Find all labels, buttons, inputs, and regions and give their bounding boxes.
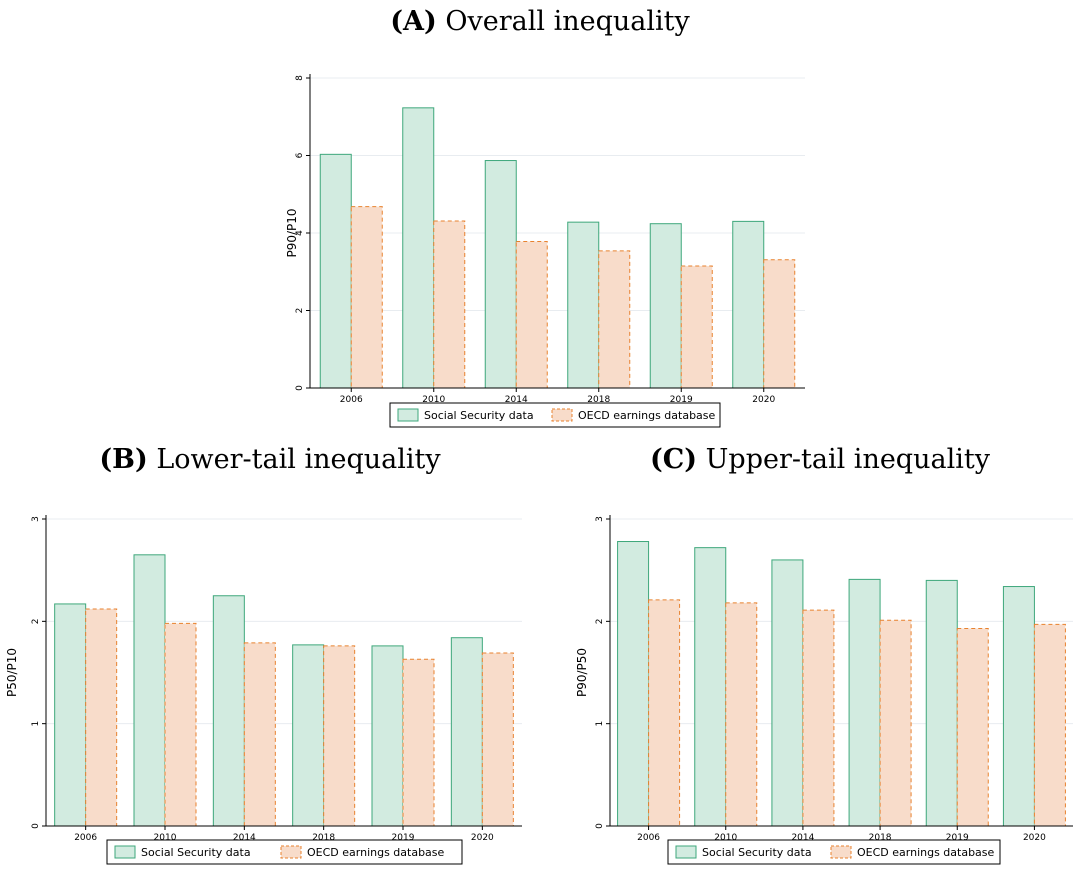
bar-oecd-2020 — [763, 259, 796, 389]
bar-oecd-2020 — [1033, 623, 1066, 827]
panel-c-title-text: Upper-tail inequality — [705, 444, 990, 475]
bar-social-security-2020 — [732, 220, 765, 389]
legend-label-social-security: Social Security data — [424, 409, 534, 422]
bar-oecd-2019 — [402, 658, 435, 827]
bar-oecd-2018 — [879, 619, 912, 827]
x-tick-label-2018: 2018 — [312, 833, 335, 843]
bar-oecd-2019 — [956, 627, 989, 827]
bar-oecd-2006 — [85, 608, 118, 827]
x-tick-label-2020: 2020 — [1023, 833, 1046, 843]
bar-social-security-2010 — [402, 107, 435, 389]
y-axis-title: P90/P50 — [575, 648, 589, 697]
bar-social-security-2006 — [54, 603, 87, 827]
panel-a-title: (A) Overall inequality — [340, 6, 740, 37]
bar-social-security-2010 — [694, 547, 727, 827]
legend-swatch-social-security — [675, 845, 697, 859]
x-tick-label-2020: 2020 — [752, 395, 775, 405]
x-tick-label-2014: 2014 — [233, 833, 256, 843]
bar-social-security-2014 — [212, 595, 245, 827]
x-tick-label-2020: 2020 — [471, 833, 494, 843]
legend-swatch-social-security — [397, 408, 419, 422]
legend-label-social-security: Social Security data — [141, 846, 251, 859]
bar-oecd-2014 — [515, 241, 548, 389]
bar-oecd-2006 — [648, 599, 681, 827]
bar-social-security-2019 — [925, 579, 958, 827]
panel-c-title: (C) Upper-tail inequality — [610, 444, 1030, 475]
chart-overall-inequality: 2006 2010 2014 2018 2019 2020 0 2 4 6 8 P90/P10 Soci… — [285, 74, 805, 428]
bar-social-security-2006 — [617, 541, 650, 827]
bar-oecd-2010 — [164, 622, 197, 827]
y-tick-label: 0 — [595, 823, 605, 829]
bar-oecd-2018 — [323, 645, 356, 827]
bar-oecd-2014 — [802, 609, 835, 827]
legend-swatch-oecd — [551, 408, 573, 422]
x-tick-label-2006: 2006 — [637, 833, 660, 843]
chart-upper-tail-inequality: 2006 2010 2014 2018 2019 2020 0 1 2 3 P90/P50 Socia… — [575, 515, 1073, 865]
x-tick-label-2010: 2010 — [154, 833, 177, 843]
bar-social-security-2006 — [319, 153, 352, 389]
panel-c-label: (C) — [650, 444, 698, 475]
panel-b-title-text: Lower-tail inequality — [156, 444, 441, 475]
y-tick-label: 1 — [595, 721, 605, 727]
bar-social-security-2014 — [484, 160, 517, 389]
legend-label-social-security: Social Security data — [702, 846, 812, 859]
legend-label-oecd: OECD earnings database — [857, 846, 995, 859]
x-tick-label-2010: 2010 — [422, 395, 445, 405]
bar-oecd-2018 — [598, 250, 631, 389]
x-tick-label-2014: 2014 — [505, 395, 528, 405]
y-tick-label: 0 — [31, 823, 41, 829]
x-tick-label-2018: 2018 — [869, 833, 892, 843]
panel-a-title-text: Overall inequality — [445, 6, 690, 37]
legend-swatch-oecd — [830, 845, 852, 859]
bar-oecd-2010 — [725, 602, 758, 827]
x-tick-label-2018: 2018 — [587, 395, 610, 405]
x-tick-label-2010: 2010 — [714, 833, 737, 843]
bar-social-security-2010 — [133, 554, 166, 827]
bar-oecd-2020 — [481, 652, 514, 827]
y-axis-title: P90/P10 — [285, 208, 299, 257]
y-tick-label: 1 — [31, 721, 41, 727]
legend-swatch-oecd — [280, 845, 302, 859]
panel-a-label: (A) — [390, 6, 437, 37]
bar-oecd-2014 — [243, 642, 276, 827]
chart-lower-tail-inequality: 2006 2010 2014 2018 2019 2020 0 1 2 3 P50/P10 Socia… — [5, 515, 522, 865]
bar-social-security-2019 — [649, 223, 682, 389]
y-tick-label: 0 — [295, 385, 305, 391]
bar-social-security-2014 — [771, 559, 804, 827]
x-tick-label-2019: 2019 — [946, 833, 969, 843]
legend-label-oecd: OECD earnings database — [578, 409, 716, 422]
x-tick-label-2019: 2019 — [670, 395, 693, 405]
x-tick-label-2019: 2019 — [392, 833, 415, 843]
y-axis-title: P50/P10 — [5, 648, 19, 697]
bar-social-security-2019 — [371, 645, 404, 827]
y-tick-label: 2 — [31, 618, 41, 624]
y-tick-label: 2 — [295, 308, 305, 314]
y-tick-label: 6 — [295, 152, 305, 158]
bar-social-security-2018 — [567, 221, 600, 389]
bar-social-security-2018 — [848, 578, 881, 827]
bar-oecd-2006 — [350, 206, 383, 389]
bar-social-security-2020 — [1002, 586, 1035, 827]
y-tick-label: 2 — [595, 618, 605, 624]
legend-swatch-social-security — [114, 845, 136, 859]
x-tick-label-2006: 2006 — [340, 395, 363, 405]
legend-label-oecd: OECD earnings database — [307, 846, 445, 859]
panel-b-title: (B) Lower-tail inequality — [60, 444, 480, 475]
y-tick-label: 3 — [595, 516, 605, 522]
bar-oecd-2019 — [680, 265, 713, 389]
x-tick-label-2006: 2006 — [74, 833, 97, 843]
y-tick-label: 3 — [31, 516, 41, 522]
bar-social-security-2020 — [450, 637, 483, 827]
x-tick-label-2014: 2014 — [791, 833, 814, 843]
bar-social-security-2018 — [292, 644, 325, 827]
bar-oecd-2010 — [433, 220, 466, 389]
panel-b-label: (B) — [99, 444, 148, 475]
y-tick-label: 4 — [295, 230, 305, 236]
y-tick-label: 8 — [295, 75, 305, 81]
